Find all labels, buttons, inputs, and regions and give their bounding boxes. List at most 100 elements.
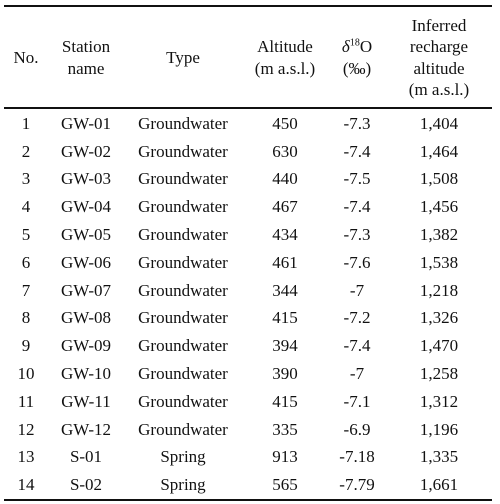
cell-no: 13 (17, 447, 35, 467)
cell-delta-18o: -6.9 (343, 419, 371, 439)
cell-delta-18o: -7 (349, 364, 365, 384)
cell-station-name: GW-03 (60, 169, 112, 189)
cell-altitude: 390 (272, 364, 298, 384)
data-table: No. Station name Type Altitude (m a.s.l.… (4, 8, 492, 499)
cell-no: 1 (21, 113, 31, 133)
header-delta-18o: δ18O (‰) (341, 37, 373, 78)
cell-type: Groundwater (138, 280, 228, 300)
cell-delta-18o: -7.3 (343, 113, 371, 133)
table-row: 7 GW-07 Groundwater 344 -7 1,218 (4, 277, 492, 305)
cell-no: 10 (17, 364, 35, 384)
cell-no: 14 (17, 475, 35, 495)
cell-no: 4 (21, 197, 31, 217)
table-row: 6 GW-06 Groundwater 461 -7.6 1,538 (4, 249, 492, 277)
table-row: 3 GW-03 Groundwater 440 -7.5 1,508 (4, 166, 492, 194)
cell-delta-18o: -7.4 (343, 336, 371, 356)
cell-type: Groundwater (138, 113, 228, 133)
cell-inferred-recharge-altitude: 1,258 (419, 364, 459, 384)
cell-station-name: S-01 (69, 447, 103, 467)
cell-delta-18o: -7 (349, 280, 365, 300)
table-header-rule (4, 107, 492, 109)
header-station-name: Station name (61, 37, 111, 78)
cell-type: Groundwater (138, 197, 228, 217)
table-row: 5 GW-05 Groundwater 434 -7.3 1,382 (4, 221, 492, 249)
cell-type: Spring (160, 447, 206, 467)
cell-inferred-recharge-altitude: 1,661 (419, 475, 459, 495)
cell-station-name: GW-09 (60, 336, 112, 356)
cell-altitude: 450 (272, 113, 298, 133)
table-row: 2 GW-02 Groundwater 630 -7.4 1,464 (4, 138, 492, 166)
cell-station-name: GW-08 (60, 308, 112, 328)
cell-station-name: GW-02 (60, 141, 112, 161)
cell-type: Groundwater (138, 169, 228, 189)
cell-no: 8 (21, 308, 31, 328)
cell-type: Groundwater (138, 308, 228, 328)
cell-type: Groundwater (138, 141, 228, 161)
cell-inferred-recharge-altitude: 1,508 (419, 169, 459, 189)
cell-station-name: GW-06 (60, 252, 112, 272)
table-bottom-rule (4, 499, 492, 501)
table-row: 9 GW-09 Groundwater 394 -7.4 1,470 (4, 332, 492, 360)
cell-altitude: 394 (272, 336, 298, 356)
cell-delta-18o: -7.1 (343, 391, 371, 411)
cell-inferred-recharge-altitude: 1,326 (419, 308, 459, 328)
cell-delta-18o: -7.4 (343, 197, 371, 217)
cell-delta-18o: -7.3 (343, 225, 371, 245)
cell-altitude: 344 (272, 280, 298, 300)
cell-station-name: GW-05 (60, 225, 112, 245)
cell-inferred-recharge-altitude: 1,196 (419, 419, 459, 439)
table-row: 14 S-02 Spring 565 -7.79 1,661 (4, 471, 492, 499)
cell-station-name: GW-10 (60, 364, 112, 384)
table-row: 10 GW-10 Groundwater 390 -7 1,258 (4, 360, 492, 388)
header-no: No. (13, 47, 39, 67)
cell-altitude: 467 (272, 197, 298, 217)
cell-altitude: 913 (272, 447, 298, 467)
header-type: Type (166, 47, 200, 67)
cell-no: 3 (21, 169, 31, 189)
cell-type: Groundwater (138, 225, 228, 245)
cell-inferred-recharge-altitude: 1,382 (419, 225, 459, 245)
header-row: No. Station name Type Altitude (m a.s.l.… (4, 8, 492, 107)
table-row: 8 GW-08 Groundwater 415 -7.2 1,326 (4, 305, 492, 333)
cell-no: 7 (21, 280, 31, 300)
cell-type: Groundwater (138, 364, 228, 384)
cell-no: 2 (21, 141, 31, 161)
cell-type: Groundwater (138, 252, 228, 272)
cell-delta-18o: -7.2 (343, 308, 371, 328)
table-row: 1 GW-01 Groundwater 450 -7.3 1,404 (4, 107, 492, 138)
cell-inferred-recharge-altitude: 1,312 (419, 391, 459, 411)
cell-altitude: 440 (272, 169, 298, 189)
table-row: 12 GW-12 Groundwater 335 -6.9 1,196 (4, 416, 492, 444)
cell-altitude: 434 (272, 225, 298, 245)
cell-type: Spring (160, 475, 206, 495)
cell-altitude: 335 (272, 419, 298, 439)
cell-altitude: 565 (272, 475, 298, 495)
cell-type: Groundwater (138, 419, 228, 439)
cell-station-name: GW-04 (60, 197, 112, 217)
cell-delta-18o: -7.5 (343, 169, 371, 189)
cell-station-name: S-02 (69, 475, 103, 495)
cell-no: 9 (21, 336, 31, 356)
table-body: 1 GW-01 Groundwater 450 -7.3 1,404 2 GW-02 Groun… (4, 107, 492, 499)
cell-delta-18o: -7.79 (339, 475, 375, 495)
cell-type: Groundwater (138, 391, 228, 411)
cell-altitude: 461 (272, 252, 298, 272)
header-inferred-recharge-altitude: Inferred recharge altitude (m a.s.l.) (408, 15, 470, 100)
cell-delta-18o: -7.6 (343, 252, 371, 272)
cell-type: Groundwater (138, 336, 228, 356)
cell-delta-18o: -7.18 (339, 447, 375, 467)
cell-inferred-recharge-altitude: 1,456 (419, 197, 459, 217)
cell-no: 11 (17, 391, 35, 411)
cell-inferred-recharge-altitude: 1,404 (419, 113, 459, 133)
cell-inferred-recharge-altitude: 1,538 (419, 252, 459, 272)
cell-station-name: GW-01 (60, 113, 112, 133)
cell-delta-18o: -7.4 (343, 141, 371, 161)
cell-inferred-recharge-altitude: 1,464 (419, 141, 459, 161)
table-row: 4 GW-04 Groundwater 467 -7.4 1,456 (4, 193, 492, 221)
cell-station-name: GW-12 (60, 419, 112, 439)
cell-inferred-recharge-altitude: 1,470 (419, 336, 459, 356)
cell-inferred-recharge-altitude: 1,218 (419, 280, 459, 300)
table-row: 11 GW-11 Groundwater 415 -7.1 1,312 (4, 388, 492, 416)
table-row: 13 S-01 Spring 913 -7.18 1,335 (4, 444, 492, 472)
